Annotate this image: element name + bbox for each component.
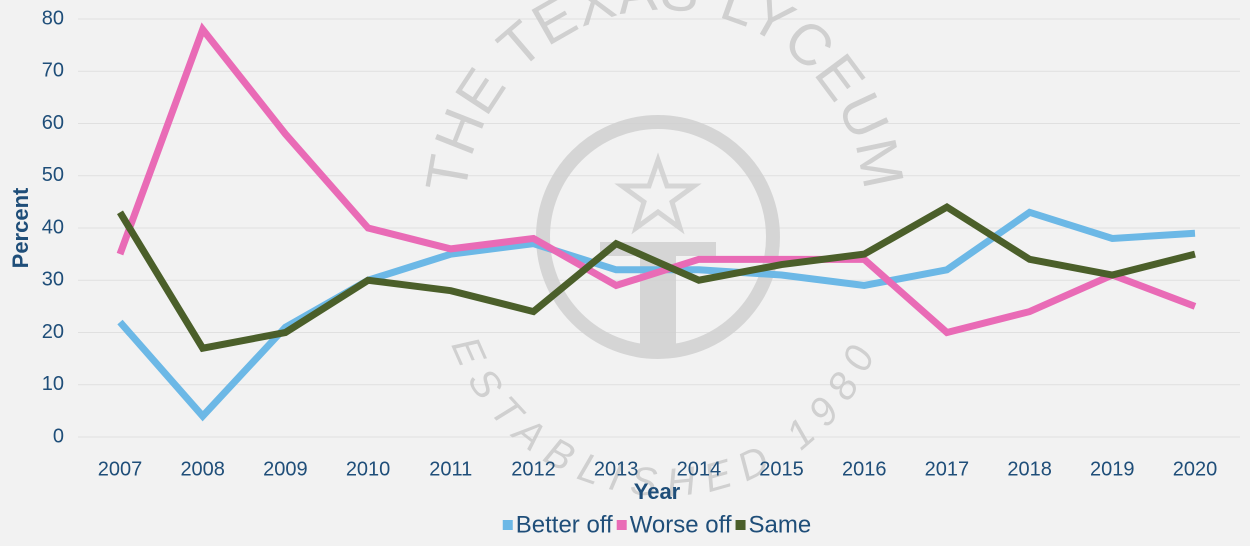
legend-label: Same: [749, 511, 812, 538]
x-tick-label: 2018: [1007, 458, 1052, 480]
x-tick-label: 2016: [842, 458, 887, 480]
x-tick-label: 2015: [759, 458, 804, 480]
watermark-star: [614, 152, 702, 235]
x-tick-label: 2020: [1173, 458, 1218, 480]
y-axis-title: Percent: [8, 187, 33, 268]
x-axis-title: Year: [634, 479, 681, 504]
y-tick-label: 60: [42, 112, 64, 134]
y-tick-label: 0: [53, 425, 64, 447]
y-tick-label: 20: [42, 321, 64, 343]
x-tick-label: 2011: [429, 458, 472, 480]
y-tick-label: 40: [42, 216, 64, 238]
legend-swatch: [502, 520, 513, 530]
x-tick-label: 2007: [98, 458, 143, 480]
series-line: [117, 203, 1196, 353]
watermark-ring: [536, 115, 780, 359]
x-tick-label: 2019: [1090, 458, 1135, 480]
y-tick-label: 50: [42, 164, 64, 186]
watermark-top-text: THE TEXAS LYCEUM: [414, 0, 913, 197]
legend-label: Better off: [516, 511, 613, 538]
x-tick-label: 2012: [511, 458, 556, 480]
grid: [78, 18, 1240, 438]
legend-swatch: [616, 520, 627, 530]
x-tick-label: 2013: [594, 458, 639, 480]
legend: Better off Worse off Same: [502, 511, 812, 538]
legend-label: Worse off: [630, 511, 732, 538]
x-tick-label: 2010: [346, 458, 391, 480]
legend-swatch: [735, 520, 746, 530]
x-tick-label: 2014: [677, 458, 722, 480]
x-tick-label: 2009: [263, 458, 308, 480]
y-tick-label: 70: [42, 60, 64, 82]
x-tick-label: 2008: [180, 458, 225, 480]
y-tick-label: 10: [42, 373, 64, 395]
watermark-top: THE TEXAS LYCEUM: [414, 0, 917, 197]
x-tick-label: 2017: [925, 458, 970, 480]
y-tick-label: 80: [42, 7, 64, 29]
series-line: [116, 22, 1197, 337]
y-tick-label: 30: [42, 269, 64, 291]
